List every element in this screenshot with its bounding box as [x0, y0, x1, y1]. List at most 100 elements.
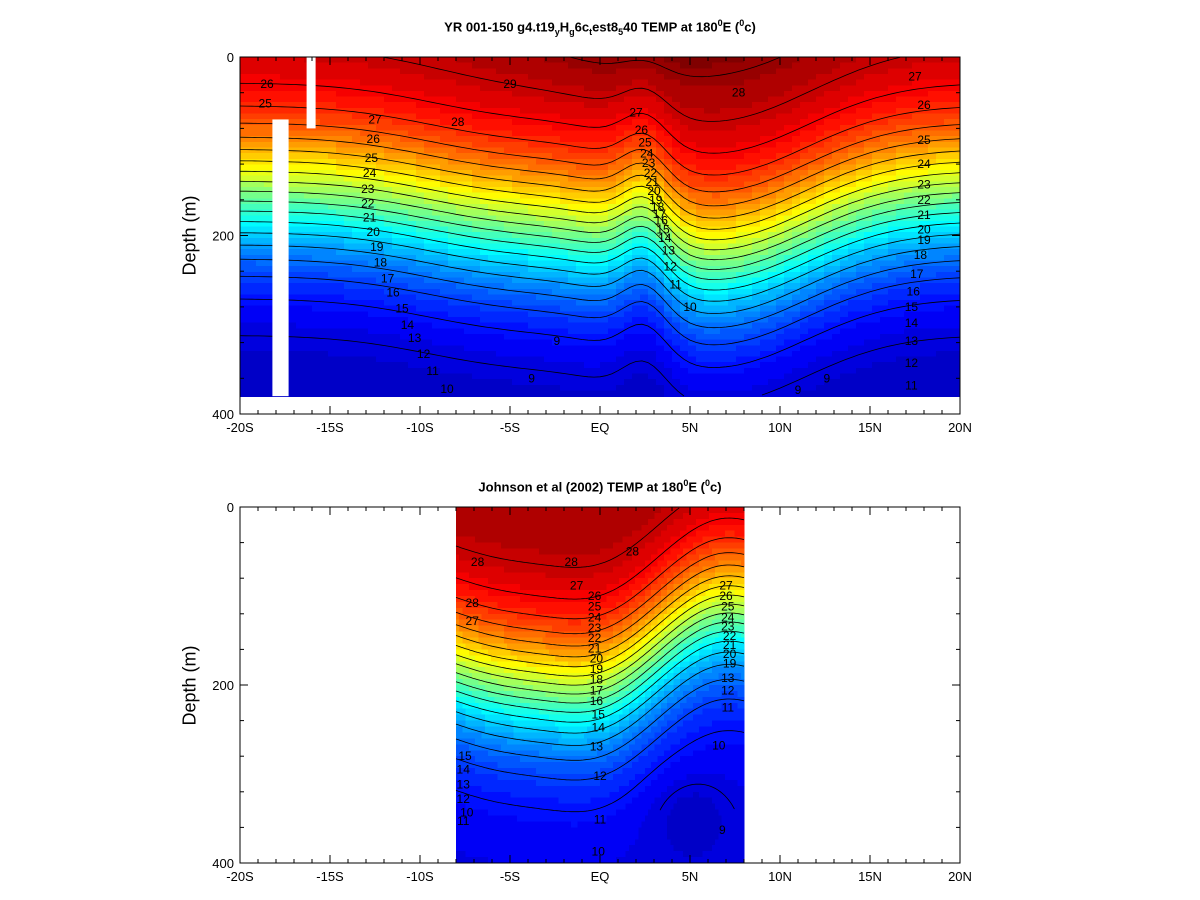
heat-cell: [776, 124, 785, 132]
heat-cell: [872, 288, 881, 295]
heat-cell: [304, 277, 313, 284]
heat-cell: [720, 102, 729, 109]
heat-cell: [504, 203, 513, 211]
heat-cell: [240, 57, 249, 64]
heat-cell: [472, 333, 481, 341]
heat-cell: [696, 124, 705, 132]
heat-cell: [424, 68, 433, 75]
heat-cell: [384, 96, 393, 103]
heat-cell: [432, 384, 441, 392]
heat-cell: [656, 203, 665, 211]
heat-cell: [360, 362, 369, 369]
heat-cell: [456, 367, 465, 375]
heat-cell: [784, 119, 793, 126]
heat-cell: [360, 367, 369, 375]
heat-cell: [480, 68, 489, 75]
heat-cell: [352, 254, 361, 262]
heat-cell: [368, 333, 377, 341]
heat-cell: [672, 141, 681, 149]
heat-cell: [400, 384, 409, 392]
heat-cell: [816, 305, 825, 312]
heat-cell: [344, 73, 353, 81]
heat-cell: [640, 322, 649, 329]
heat-cell: [472, 254, 481, 262]
heat-cell: [536, 124, 545, 132]
heat-cell: [688, 153, 697, 160]
heat-cell: [384, 317, 393, 324]
heat-cell: [472, 158, 481, 165]
heat-cell: [784, 379, 793, 386]
heat-cell: [712, 260, 721, 267]
heat-cell: [456, 311, 465, 318]
heat-cell: [560, 203, 569, 211]
heat-cell: [800, 141, 809, 149]
heat-cell: [848, 300, 857, 307]
heat-cell: [728, 153, 737, 160]
heat-cell: [400, 85, 409, 92]
heat-cell: [776, 130, 785, 137]
heat-cell: [528, 215, 537, 222]
heat-cell: [328, 260, 337, 267]
heat-cell: [640, 260, 649, 267]
heat-cell: [400, 373, 409, 380]
heat-cell: [768, 192, 777, 199]
heat-cell: [472, 249, 481, 256]
heat-cell: [288, 73, 297, 81]
heat-cell: [536, 62, 545, 69]
heat-cell: [288, 215, 297, 222]
heat-cell: [568, 260, 577, 267]
heat-cell: [304, 305, 313, 312]
heat-cell: [248, 384, 257, 392]
heat-cell: [856, 305, 865, 312]
heat-cell: [808, 96, 817, 103]
heat-cell: [672, 85, 681, 92]
heat-cell: [248, 96, 257, 103]
heat-cell: [608, 130, 617, 137]
heat-cell: [344, 311, 353, 318]
heat-cell: [600, 57, 609, 64]
heat-cell: [848, 345, 857, 352]
heat-cell: [736, 209, 745, 216]
heat-cell: [624, 215, 633, 222]
heat-cell: [584, 311, 593, 318]
heat-cell: [416, 226, 425, 233]
heat-cell: [496, 311, 505, 318]
heat-cell: [664, 350, 673, 358]
heat-cell: [792, 232, 801, 239]
heat-cell: [472, 130, 481, 137]
heat-cell: [512, 68, 521, 75]
heat-cell: [768, 203, 777, 211]
heat-cell: [744, 141, 753, 149]
heat-cell: [880, 153, 889, 160]
heat-cell: [808, 192, 817, 199]
heat-cell: [544, 305, 553, 312]
heat-cell: [800, 390, 809, 397]
heat-cell: [432, 322, 441, 329]
heat-cell: [656, 311, 665, 318]
heat-cell: [792, 384, 801, 392]
heat-cell: [272, 79, 281, 86]
heat-cell: [376, 85, 385, 92]
heat-cell: [856, 90, 865, 98]
heat-cell: [640, 124, 649, 132]
heat-cell: [376, 170, 385, 177]
heat-cell: [536, 249, 545, 256]
heat-cell: [760, 175, 769, 182]
heat-cell: [496, 215, 505, 222]
heat-cell: [600, 164, 609, 171]
heat-cell: [488, 379, 497, 386]
heat-cell: [512, 215, 521, 222]
heat-cell: [904, 107, 913, 115]
heat-cell: [528, 232, 537, 239]
heat-cell: [792, 158, 801, 165]
heat-cell: [752, 119, 761, 126]
heat-cell: [592, 254, 601, 262]
heat-cell: [856, 266, 865, 273]
heat-cell: [352, 373, 361, 380]
heat-cell: [464, 102, 473, 109]
heat-cell: [336, 322, 345, 329]
heat-cell: [648, 192, 657, 199]
heat-cell: [288, 317, 297, 324]
heat-cell: [896, 350, 905, 358]
heat-cell: [384, 367, 393, 375]
